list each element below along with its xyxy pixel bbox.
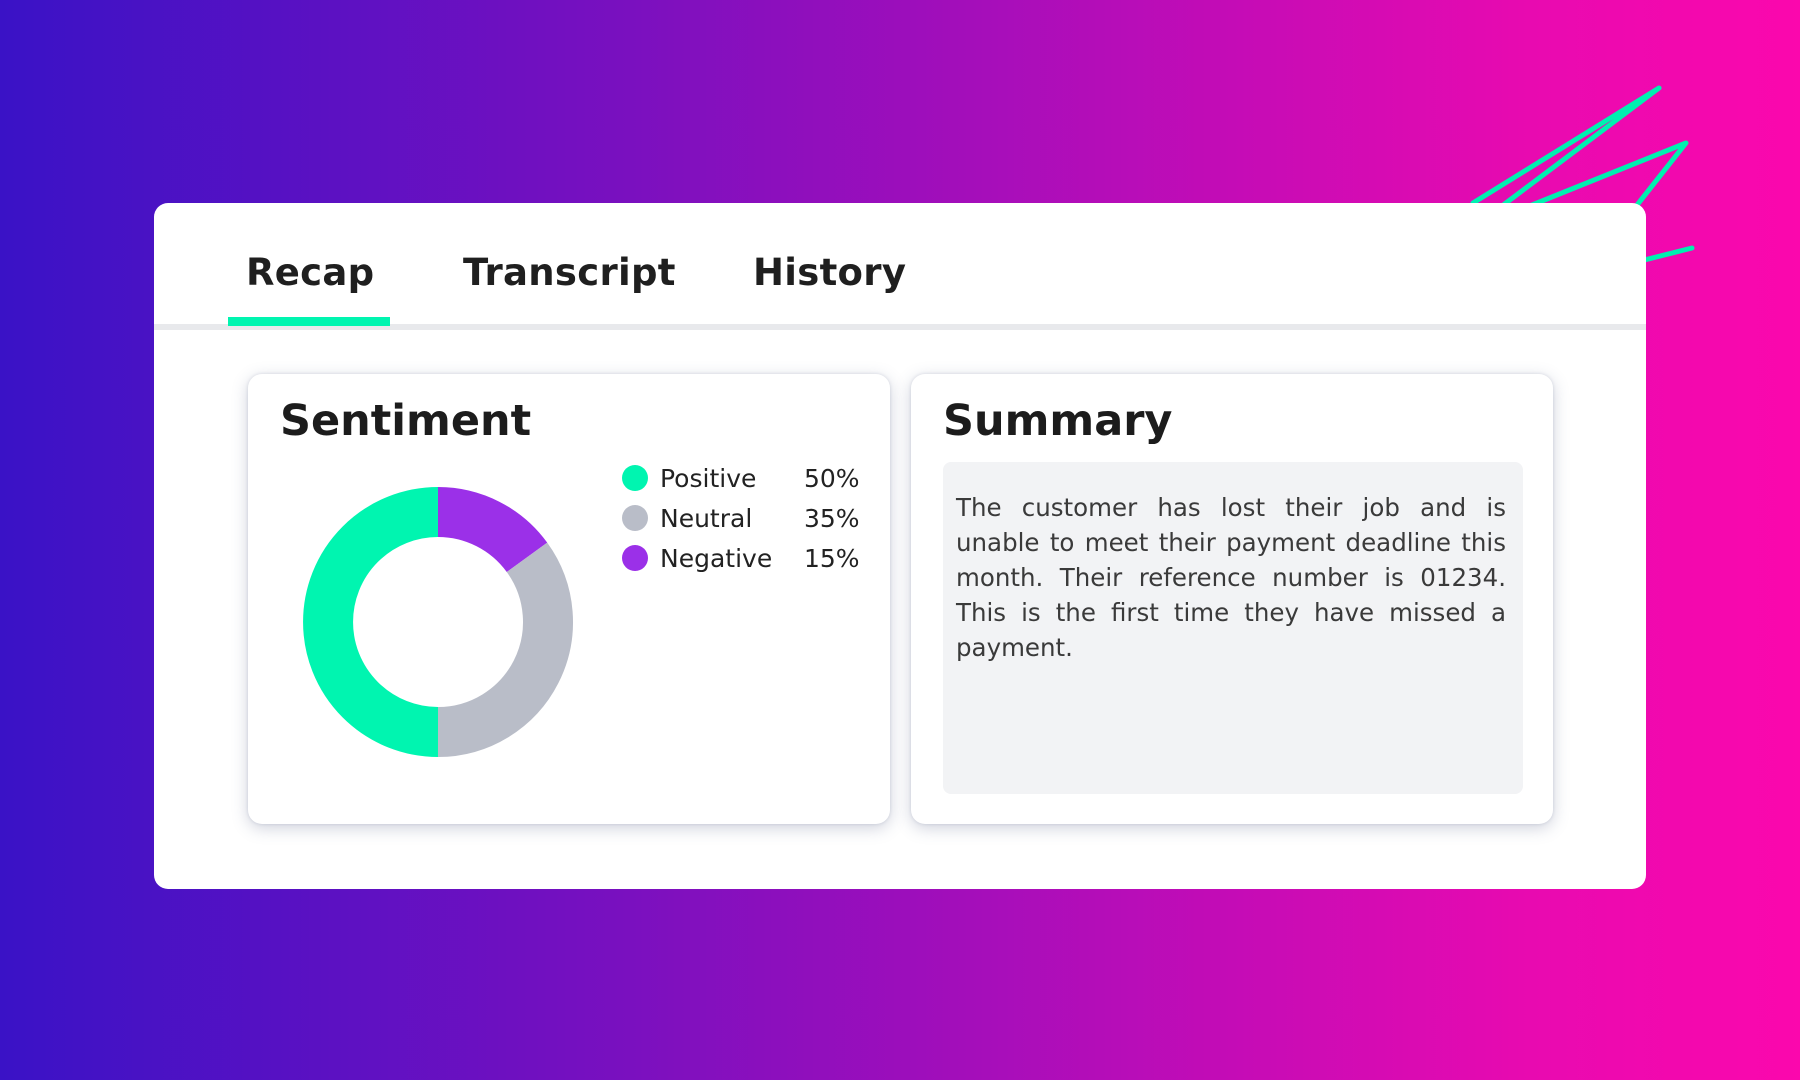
legend-row-positive: Positive 50% bbox=[622, 458, 872, 498]
legend-row-neutral: Neutral 35% bbox=[622, 498, 872, 538]
legend-row-negative: Negative 15% bbox=[622, 538, 872, 578]
summary-panel: Summary The customer has lost their job … bbox=[911, 374, 1553, 824]
sentiment-title: Sentiment bbox=[280, 396, 532, 446]
legend-dot-positive bbox=[622, 465, 648, 491]
tab-history[interactable]: History bbox=[753, 251, 907, 294]
sentiment-panel: Sentiment Positive 50% Neutral 35% Negat… bbox=[248, 374, 890, 824]
tab-recap[interactable]: Recap bbox=[246, 251, 375, 294]
sentiment-donut-chart bbox=[303, 487, 573, 757]
legend-value-neutral: 35% bbox=[804, 504, 860, 533]
legend-label-positive: Positive bbox=[660, 464, 757, 493]
donut-slice-negative bbox=[437, 487, 548, 573]
summary-title: Summary bbox=[943, 396, 1173, 446]
legend-label-negative: Negative bbox=[660, 544, 773, 573]
legend-dot-negative bbox=[622, 545, 648, 571]
donut-slice-positive bbox=[303, 487, 439, 757]
donut-slice-neutral bbox=[437, 542, 573, 757]
tab-bar: Recap Transcript History bbox=[154, 203, 1646, 330]
legend-value-negative: 15% bbox=[804, 544, 860, 573]
legend-label-neutral: Neutral bbox=[660, 504, 753, 533]
legend-value-positive: 50% bbox=[804, 464, 860, 493]
active-tab-indicator bbox=[228, 317, 390, 326]
summary-text-box: The customer has lost their job and is u… bbox=[943, 462, 1523, 794]
sentiment-legend: Positive 50% Neutral 35% Negative 15% bbox=[622, 458, 872, 578]
summary-text: The customer has lost their job and is u… bbox=[956, 493, 1506, 662]
main-card: Recap Transcript History Sentiment Posit… bbox=[154, 203, 1646, 889]
legend-dot-neutral bbox=[622, 505, 648, 531]
tab-transcript[interactable]: Transcript bbox=[463, 251, 676, 294]
